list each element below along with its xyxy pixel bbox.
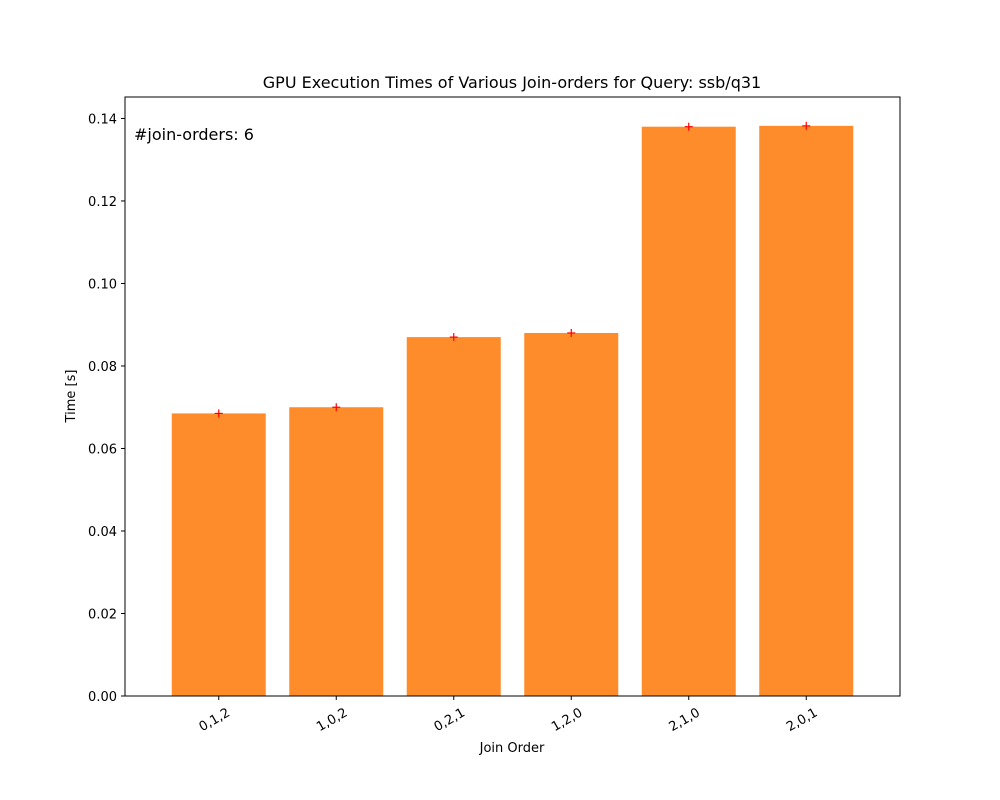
plot-frame: [124, 96, 901, 697]
marker-2-1-0: [684, 122, 693, 131]
marker-1-0-2: [332, 403, 341, 412]
bar-0-1-2: [171, 413, 266, 696]
marker-0-1-2: [214, 409, 223, 418]
bar-2-1-0: [641, 126, 736, 697]
bar-0-2-1: [406, 337, 501, 696]
y-tick-label: 0.02: [88, 607, 117, 622]
y-tick-label: 0.08: [88, 360, 117, 375]
x-axis-label: Join Order: [479, 741, 545, 756]
marker-0-2-1: [449, 333, 458, 342]
x-tick-label: 1,2,0: [549, 705, 585, 735]
y-tick-label: 0.12: [88, 195, 117, 210]
join-orders-annotation: #join-orders: 6: [134, 125, 254, 144]
bar-1-2-0: [524, 332, 619, 696]
bars-group: [171, 125, 854, 697]
x-tick-label: 1,0,2: [314, 705, 350, 735]
markers-group: [214, 121, 811, 418]
x-tick-label: 2,0,1: [784, 705, 820, 735]
y-axis-label: Time [s]: [64, 370, 79, 424]
y-tick-label: 0.06: [88, 442, 117, 457]
x-tick-label: 0,2,1: [432, 705, 468, 735]
y-tick-label: 0.10: [88, 277, 117, 292]
y-axis: 0.00 0.02 0.04 0.06 0.08 0.10 0.12 0.14: [88, 112, 125, 705]
chart-title: GPU Execution Times of Various Join-orde…: [263, 73, 761, 92]
y-tick-label: 0.04: [88, 525, 117, 540]
y-tick-label: 0.14: [88, 112, 117, 127]
x-tick-label: 2,1,0: [667, 705, 703, 735]
bar-2-0-1: [759, 125, 854, 696]
marker-2-0-1: [802, 121, 811, 130]
x-tick-label: 0,1,2: [197, 705, 233, 735]
bar-1-0-2: [289, 407, 384, 696]
y-tick-label: 0.00: [88, 690, 117, 705]
marker-1-2-0: [567, 328, 576, 337]
x-axis: 0,1,2 1,0,2 0,2,1 1,2,0 2,1,0 2,0,1: [197, 696, 820, 735]
